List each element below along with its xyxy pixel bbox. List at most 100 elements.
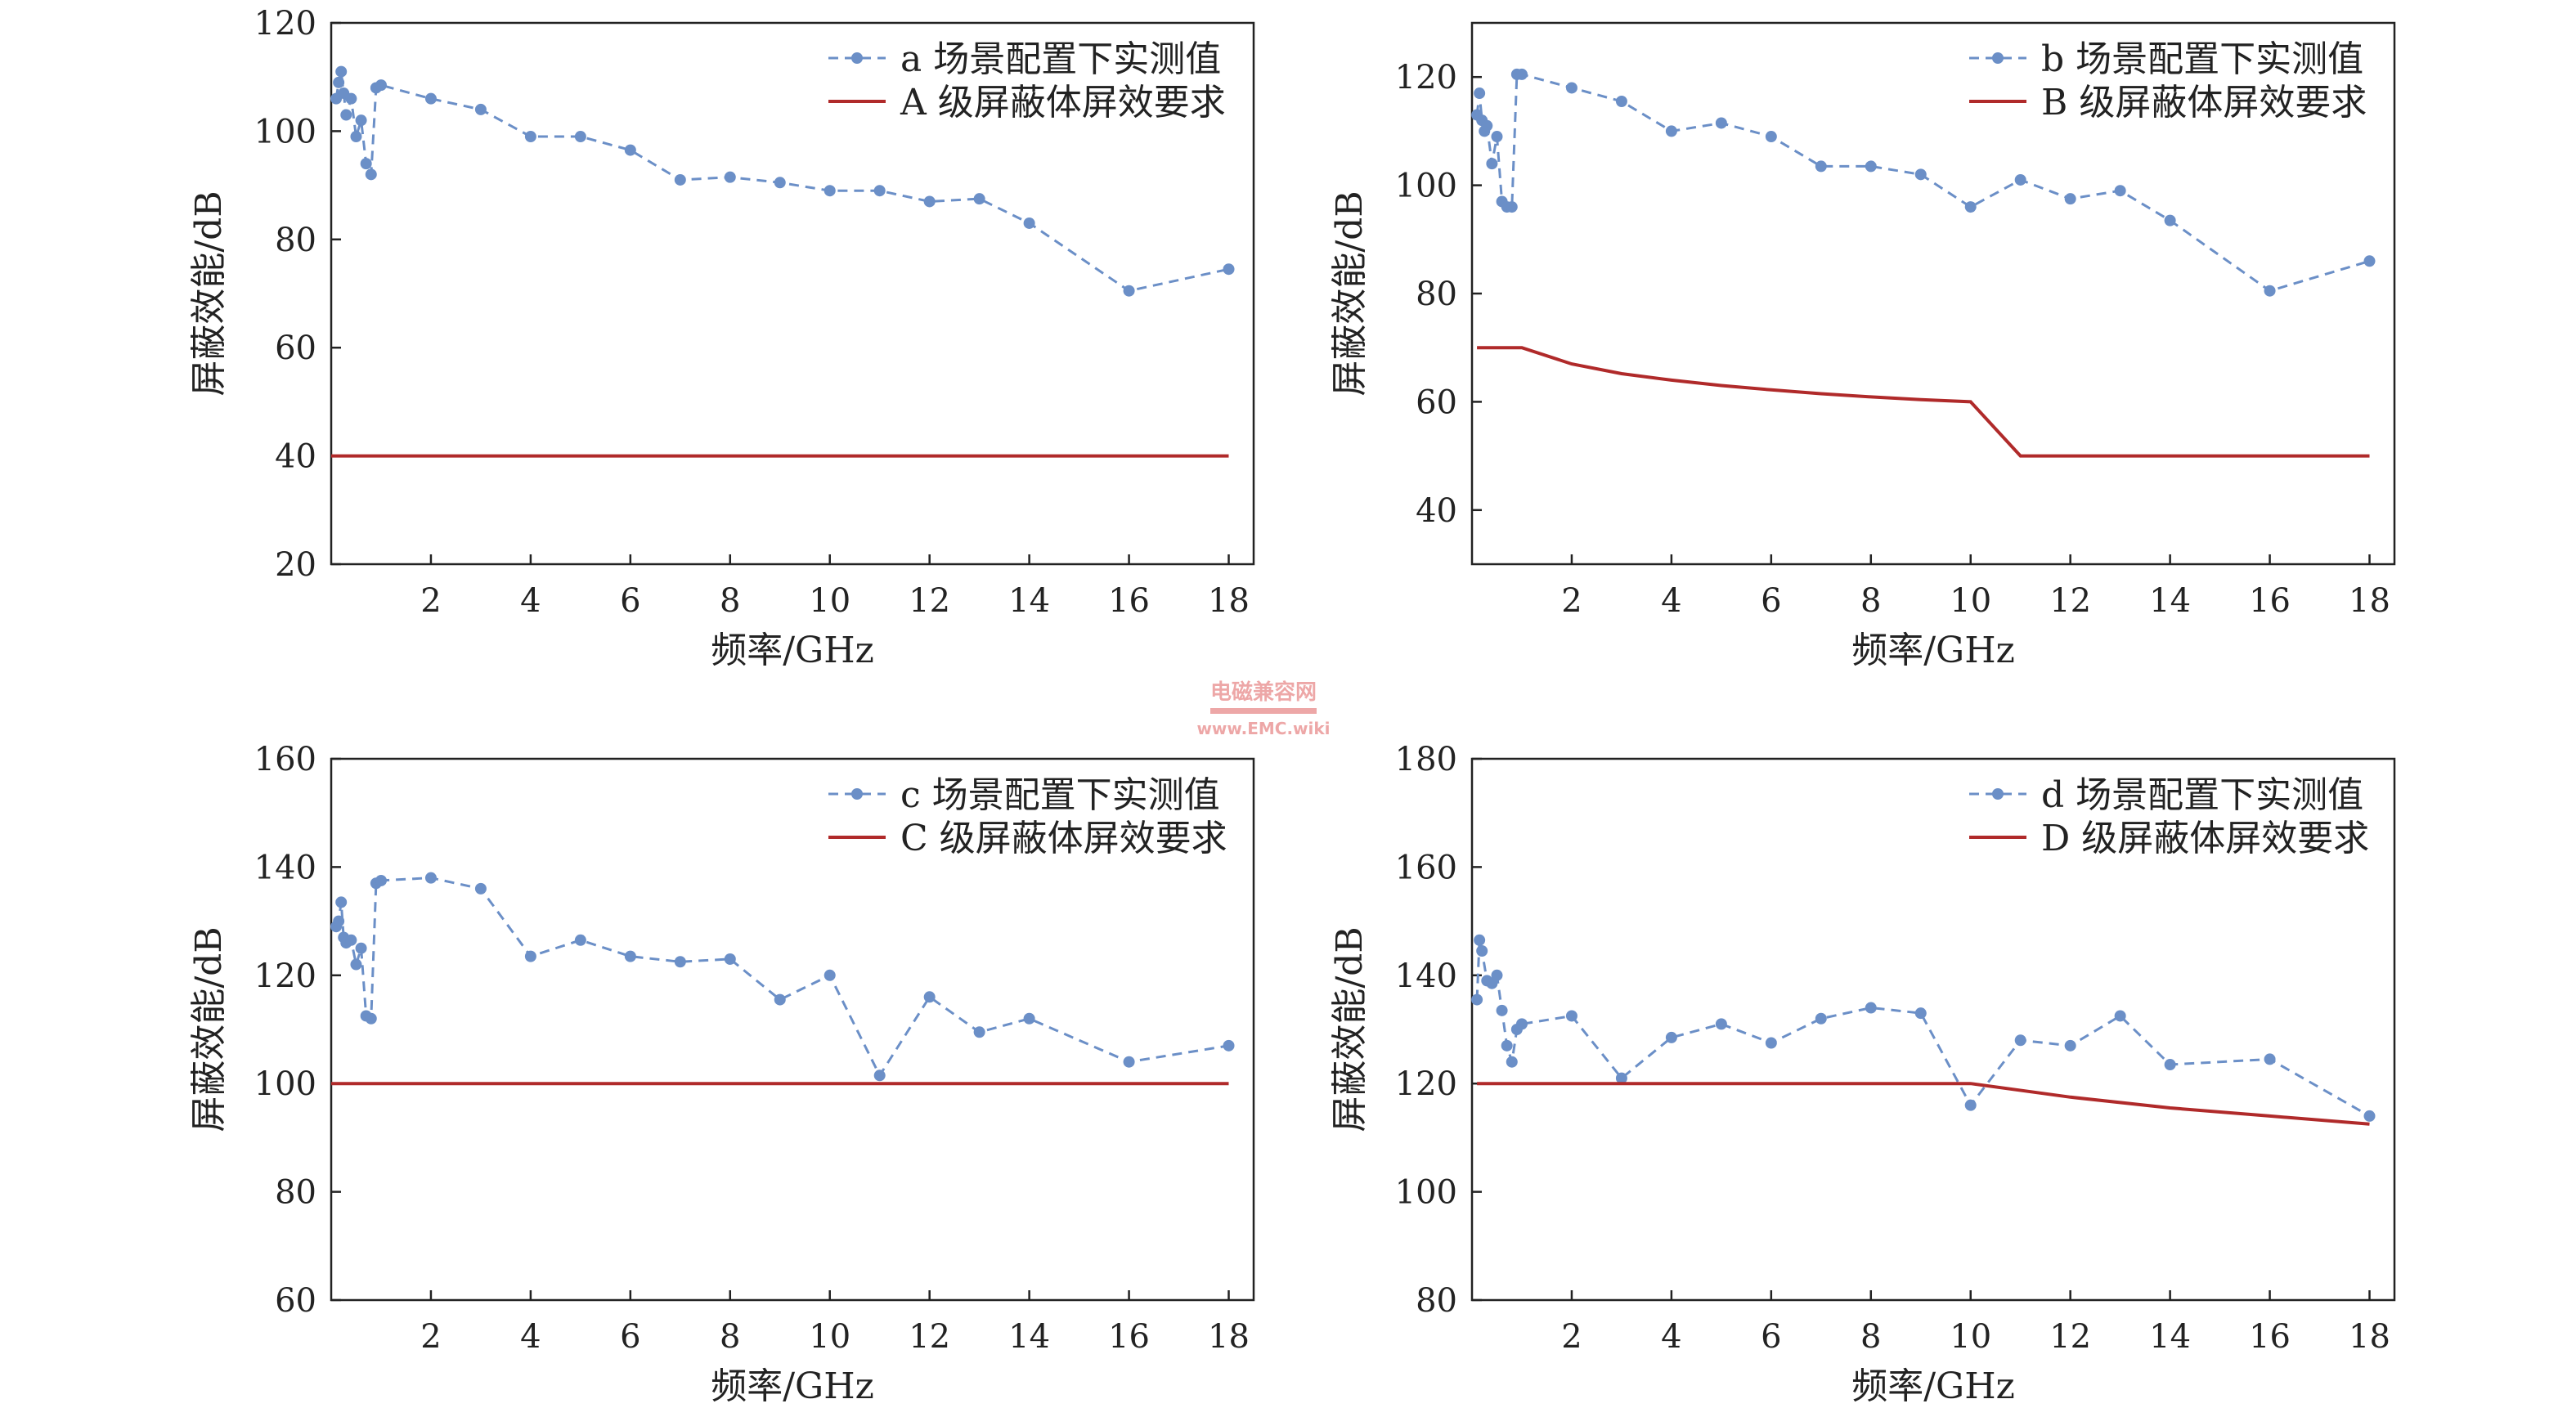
x-tick-label: 10 [1950, 582, 1991, 620]
y-tick-label: 60 [275, 1282, 316, 1320]
data-point [774, 993, 786, 1006]
data-point [1964, 1099, 1977, 1111]
data-point [365, 168, 377, 181]
x-tick-label: 18 [1208, 582, 1250, 620]
legend-label: D 级屏蔽体屏效要求 [2041, 818, 2369, 859]
data-point [340, 109, 352, 121]
y-axis-title: 屏蔽效能/dB [188, 926, 230, 1132]
y-axis-title: 屏蔽效能/dB [188, 191, 230, 396]
data-point [973, 193, 985, 205]
x-tick-label: 4 [520, 1318, 541, 1356]
data-point [1815, 160, 1827, 173]
data-point [345, 92, 357, 105]
x-tick-label: 16 [2249, 1318, 2291, 1356]
x-tick-label: 16 [2249, 582, 2291, 620]
data-point [1615, 95, 1627, 107]
measured-line [1475, 939, 2371, 1118]
y-tick-label: 80 [275, 222, 316, 259]
y-tick-label: 20 [275, 546, 316, 584]
watermark-bar [1210, 708, 1317, 714]
data-point [1481, 119, 1493, 132]
data-point [1914, 1007, 1927, 1020]
y-tick-label: 40 [275, 438, 316, 476]
y-tick-label: 80 [1416, 276, 1457, 313]
data-point [1515, 1018, 1528, 1030]
y-tick-label: 140 [1395, 957, 1457, 995]
data-point [365, 1012, 377, 1025]
data-point [375, 79, 387, 92]
x-tick-label: 10 [1950, 1318, 1991, 1356]
y-tick-label: 100 [1395, 1174, 1457, 1212]
x-tick-label: 14 [2149, 582, 2191, 620]
data-point [1023, 1012, 1035, 1025]
data-point [333, 915, 345, 927]
x-tick-label: 10 [809, 1318, 850, 1356]
data-point [2064, 1039, 2076, 1052]
data-point [973, 1026, 985, 1038]
data-point [1615, 1072, 1627, 1084]
data-point [574, 131, 586, 143]
data-point [574, 934, 586, 946]
x-tick-label: 8 [720, 582, 740, 620]
data-point [674, 956, 686, 968]
x-tick-label: 8 [720, 1318, 740, 1356]
data-point [2114, 1010, 2126, 1022]
y-tick-label: 80 [1416, 1282, 1457, 1320]
data-point [355, 942, 367, 954]
x-tick-label: 6 [620, 582, 640, 620]
data-point [1506, 1056, 1518, 1068]
data-point [524, 131, 536, 143]
x-tick-label: 4 [1661, 1318, 1681, 1356]
data-point [2164, 1059, 2176, 1071]
data-point [1491, 969, 1503, 981]
legend-label: c 场景配置下实测值 [900, 774, 1220, 816]
legend-label: d 场景配置下实测值 [2041, 774, 2363, 816]
legend-label: C 级屏蔽体屏效要求 [900, 818, 1227, 859]
data-point [1715, 1018, 1727, 1030]
data-point [824, 969, 836, 981]
data-point [674, 173, 686, 186]
data-point [345, 934, 357, 946]
x-tick-label: 6 [1761, 1318, 1781, 1356]
x-tick-label: 12 [909, 582, 950, 620]
x-axis-title: 频率/GHz [711, 1365, 874, 1407]
y-tick-label: 120 [1395, 1065, 1457, 1103]
data-point [474, 103, 487, 115]
data-point [1501, 1039, 1513, 1052]
data-point [1964, 201, 1977, 213]
data-point [624, 950, 636, 962]
x-tick-label: 4 [520, 582, 541, 620]
x-tick-label: 2 [1561, 582, 1582, 620]
data-point [1715, 117, 1727, 129]
data-point [774, 177, 786, 189]
plot-frame [330, 757, 1255, 1302]
y-tick-label: 40 [1416, 492, 1457, 530]
x-tick-label: 10 [809, 582, 850, 620]
data-point [1496, 1004, 1508, 1016]
plot-frame [330, 21, 1255, 566]
data-point [2363, 255, 2376, 267]
data-point [1765, 1037, 1777, 1049]
data-point [1565, 82, 1577, 94]
data-point [824, 185, 836, 197]
x-tick-label: 2 [420, 582, 441, 620]
y-axis-title: 屏蔽效能/dB [1329, 191, 1371, 396]
data-point [350, 958, 362, 971]
y-tick-label: 140 [254, 849, 316, 886]
y-tick-label: 160 [254, 741, 316, 778]
data-point [474, 882, 487, 895]
x-tick-label: 6 [620, 1318, 640, 1356]
y-axis-title: 屏蔽效能/dB [1329, 926, 1371, 1132]
x-axis-title: 频率/GHz [1851, 1365, 2015, 1407]
x-axis-title: 频率/GHz [711, 630, 874, 671]
chart-panel-d: 2 4 6 8 10 12 14 16 18 80 100 120 140 160 180 频率/GHz 屏蔽效… [1329, 741, 2396, 1407]
watermark: 电磁兼容网 www.EMC.wiki [1196, 679, 1330, 738]
data-point [375, 874, 387, 886]
data-point [2164, 214, 2176, 226]
data-point [1223, 263, 1235, 276]
x-tick-label: 2 [1561, 1318, 1582, 1356]
legend-marker [851, 52, 863, 64]
requirement-line [1477, 346, 2370, 458]
data-point [624, 144, 636, 156]
x-tick-label: 14 [1008, 1318, 1050, 1356]
